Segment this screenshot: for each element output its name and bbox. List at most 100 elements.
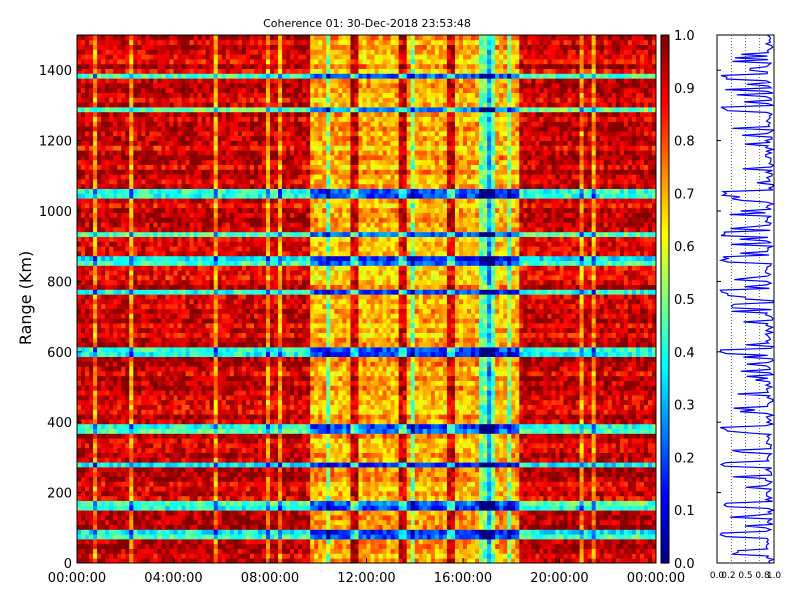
heatmap-cell — [286, 448, 290, 453]
heatmap-cell — [89, 525, 93, 530]
heatmap-cell — [149, 525, 153, 530]
heatmap-cell — [592, 520, 596, 525]
heatmap-cell — [391, 462, 395, 467]
heatmap-cell — [531, 496, 535, 501]
heatmap-cell — [338, 414, 342, 419]
heatmap-cell — [411, 453, 415, 458]
heatmap-cell — [214, 438, 218, 443]
heatmap-cell — [129, 462, 133, 467]
heatmap-cell — [89, 515, 93, 520]
heatmap-cell — [435, 553, 439, 558]
heatmap-cell — [459, 539, 463, 544]
heatmap-cell — [628, 409, 632, 414]
heatmap-cell — [174, 462, 178, 467]
heatmap-cell — [628, 481, 632, 486]
heatmap-cell — [346, 534, 350, 539]
heatmap-cell — [85, 429, 89, 434]
heatmap-cell — [117, 501, 121, 506]
heatmap-cell — [640, 477, 644, 482]
heatmap-cell — [178, 553, 182, 558]
heatmap-cell — [326, 448, 330, 453]
heatmap-cell — [161, 486, 165, 491]
heatmap-cell — [141, 525, 145, 530]
heatmap-cell — [499, 453, 503, 458]
heatmap-cell — [278, 515, 282, 520]
heatmap-cell — [407, 462, 411, 467]
heatmap-cell — [383, 477, 387, 482]
heatmap-cell — [266, 505, 270, 510]
heatmap-cell — [302, 400, 306, 405]
heatmap-cell — [636, 433, 640, 438]
heatmap-cell — [238, 433, 242, 438]
heatmap-cell — [234, 424, 238, 429]
heatmap-cell — [403, 481, 407, 486]
heatmap-cell — [274, 486, 278, 491]
heatmap-cell — [330, 553, 334, 558]
heatmap-cell — [551, 505, 555, 510]
heatmap-cell — [250, 448, 254, 453]
heatmap-cell — [644, 496, 648, 501]
heatmap-cell — [274, 405, 278, 410]
heatmap-cell — [342, 525, 346, 530]
heatmap-cell — [572, 534, 576, 539]
heatmap-cell — [503, 462, 507, 467]
heatmap-cell — [612, 529, 616, 534]
heatmap-cell — [584, 462, 588, 467]
heatmap-cell — [194, 405, 198, 410]
heatmap-cell — [334, 505, 338, 510]
heatmap-cell — [515, 472, 519, 477]
heatmap-cell — [527, 510, 531, 515]
heatmap-cell — [238, 409, 242, 414]
heatmap-cell — [326, 419, 330, 424]
heatmap-cell — [258, 409, 262, 414]
heatmap-cell — [527, 453, 531, 458]
heatmap-cell — [125, 515, 129, 520]
heatmap-cell — [109, 534, 113, 539]
heatmap-cell — [145, 539, 149, 544]
heatmap-cell — [125, 433, 129, 438]
heatmap-cell — [194, 525, 198, 530]
heatmap-cell — [628, 544, 632, 549]
heatmap-cell — [535, 496, 539, 501]
heatmap-cell — [334, 424, 338, 429]
heatmap-cell — [286, 419, 290, 424]
heatmap-cell — [503, 433, 507, 438]
heatmap-cell — [97, 534, 101, 539]
heatmap-cell — [262, 395, 266, 400]
heatmap-cell — [419, 544, 423, 549]
heatmap-cell — [568, 472, 572, 477]
heatmap-cell — [543, 544, 547, 549]
heatmap-cell — [596, 443, 600, 448]
heatmap-cell — [423, 438, 427, 443]
heatmap-cell — [234, 400, 238, 405]
heatmap-cell — [515, 496, 519, 501]
heatmap-cell — [419, 515, 423, 520]
heatmap-cell — [564, 510, 568, 515]
heatmap-cell — [411, 457, 415, 462]
heatmap-cell — [117, 405, 121, 410]
heatmap-cell — [238, 400, 242, 405]
heatmap-cell — [624, 414, 628, 419]
heatmap-cell — [222, 443, 226, 448]
heatmap-cell — [507, 491, 511, 496]
heatmap-cell — [479, 419, 483, 424]
heatmap-cell — [89, 491, 93, 496]
heatmap-cell — [539, 400, 543, 405]
heatmap-cell — [644, 448, 648, 453]
heatmap-cell — [105, 438, 109, 443]
heatmap-cell — [644, 433, 648, 438]
heatmap-cell — [202, 457, 206, 462]
heatmap-cell — [165, 486, 169, 491]
heatmap-cell — [226, 409, 230, 414]
heatmap-cell — [507, 544, 511, 549]
heatmap-cell — [403, 419, 407, 424]
heatmap-cell — [644, 419, 648, 424]
heatmap-cell — [371, 515, 375, 520]
heatmap-cell — [463, 433, 467, 438]
heatmap-cell — [367, 515, 371, 520]
heatmap-cell — [81, 419, 85, 424]
heatmap-cell — [628, 505, 632, 510]
heatmap-cell — [383, 409, 387, 414]
heatmap-cell — [133, 467, 137, 472]
heatmap-cell — [403, 443, 407, 448]
